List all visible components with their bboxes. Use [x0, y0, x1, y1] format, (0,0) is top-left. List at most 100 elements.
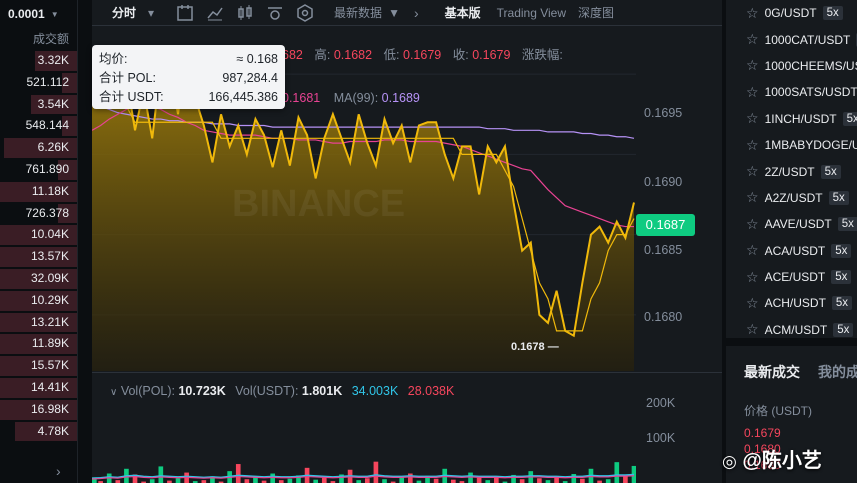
orderbook-row[interactable]: 15.57K — [0, 355, 77, 377]
orderbook-volume: 13.57K — [30, 249, 69, 264]
interval-selector[interactable]: 分时 — [112, 6, 137, 20]
star-icon[interactable]: ☆ — [746, 4, 759, 21]
orderbook-row[interactable]: 548.144 — [0, 115, 77, 137]
volume-bar — [623, 475, 628, 483]
volume-ma-line — [92, 473, 635, 480]
vol-pol-label: Vol(POL): — [120, 384, 175, 398]
pair-item[interactable]: ☆ AAVE/USDT 5x — [726, 211, 857, 237]
orderbook-row[interactable]: 3.32K — [0, 50, 77, 72]
star-icon[interactable]: ☆ — [746, 242, 759, 259]
latest-data-dropdown[interactable]: 最新数据 — [334, 6, 383, 20]
volume-bar — [468, 472, 473, 483]
vol-ma2-value: 28.038K — [407, 384, 455, 398]
price-tick: 0.1685 — [644, 243, 683, 257]
ma-pink-line — [92, 105, 634, 228]
close-value: 0.1679 — [472, 48, 511, 62]
volume-bar — [244, 479, 250, 483]
chevron-down-icon: ▼ — [50, 9, 59, 19]
volume-bar — [167, 480, 172, 483]
ma1-value: 0.1681 — [282, 91, 321, 105]
orderbook-row[interactable]: 6.26K — [0, 137, 77, 159]
volume-bar — [149, 479, 155, 483]
precision-selector[interactable]: 0.0001 ▼ — [0, 0, 77, 28]
star-icon[interactable]: ☆ — [746, 294, 759, 311]
volume-bar — [132, 474, 138, 483]
pair-item[interactable]: ☆ ACA/USDT 5x — [726, 238, 857, 264]
tab-latest-trades[interactable]: 最新成交 — [744, 364, 800, 380]
orderbook-row[interactable]: 726.378 — [0, 203, 77, 225]
depth-bar — [0, 181, 77, 202]
star-icon[interactable]: ☆ — [746, 163, 759, 180]
avg-label: 均价: — [99, 52, 128, 66]
date-range-icon[interactable] — [176, 4, 194, 22]
orderbook-row[interactable]: 521.112 — [0, 72, 77, 94]
chevron-right-icon[interactable]: › — [56, 463, 61, 479]
star-icon[interactable]: ☆ — [746, 189, 759, 206]
chart-divider — [92, 372, 722, 373]
price-chart[interactable]: BINANCE — [92, 26, 636, 371]
pair-item[interactable]: ☆ 0G/USDT 5x — [726, 0, 857, 26]
star-icon[interactable]: ☆ — [746, 83, 759, 100]
chevron-down-icon[interactable]: ▾ — [148, 5, 155, 20]
orderbook-row[interactable]: 3.54K — [0, 94, 77, 116]
orderbook-row[interactable]: 11.89K — [0, 333, 77, 355]
volume-bar — [218, 481, 224, 483]
orderbook-row[interactable]: 4.78K — [0, 421, 77, 443]
orderbook-row[interactable]: 13.57K — [0, 246, 77, 268]
pair-item[interactable]: ☆ 1000CHEEMS/USDT — [726, 53, 857, 79]
pair-item[interactable]: ☆ ACH/USDT 5x — [726, 290, 857, 316]
orderbook-row[interactable]: 32.09K — [0, 268, 77, 290]
line-chart-icon[interactable] — [206, 4, 224, 22]
depth-bar — [0, 247, 77, 267]
collapse-icon[interactable]: ∨ — [110, 387, 118, 398]
orderbook-volume: 548.144 — [25, 118, 69, 133]
orderbook-volume: 6.26K — [37, 140, 69, 155]
pair-item[interactable]: ☆ 1INCH/USDT 5x — [726, 106, 857, 132]
volume-bar — [373, 461, 379, 483]
star-icon[interactable]: ☆ — [746, 321, 759, 338]
star-icon[interactable]: ☆ — [746, 268, 759, 285]
volume-bar — [330, 481, 336, 483]
indicator-icon[interactable] — [266, 4, 284, 22]
tab-basic[interactable]: 基本版 — [444, 6, 481, 20]
pair-item[interactable]: ☆ A2Z/USDT 5x — [726, 185, 857, 211]
volume-bar — [494, 476, 499, 483]
pair-item[interactable]: ☆ ACE/USDT 5x — [726, 264, 857, 290]
candlestick-icon[interactable] — [236, 4, 254, 22]
tab-my-trades[interactable]: 我的成 — [818, 364, 857, 380]
pair-item[interactable]: ☆ 2Z/USDT 5x — [726, 158, 857, 184]
price-tick: 0.1690 — [644, 175, 683, 189]
orderbook-row[interactable]: 10.29K — [0, 290, 77, 312]
pair-item[interactable]: ☆ 1000SATS/USDT — [726, 79, 857, 105]
volume-bar — [545, 480, 551, 483]
last-price-badge: 0.1687 — [636, 214, 695, 236]
star-icon[interactable]: ☆ — [746, 136, 759, 153]
volume-chart[interactable] — [92, 374, 636, 483]
chevron-right-icon[interactable]: › — [413, 4, 419, 21]
orderbook-row[interactable]: 14.41K — [0, 377, 77, 399]
pair-item[interactable]: ☆ 1MBABYDOGE/U — [726, 132, 857, 158]
pair-name: ACE/USDT — [764, 270, 826, 285]
volume-bar — [537, 478, 542, 483]
tab-depth[interactable]: 深度图 — [578, 6, 615, 20]
depth-bar — [30, 94, 77, 115]
orderbook-row[interactable]: 11.18K — [0, 181, 77, 203]
star-icon[interactable]: ☆ — [746, 110, 759, 127]
trade-price: 0.1680 — [744, 458, 781, 472]
orderbook-row[interactable]: 13.21K — [0, 312, 77, 334]
pair-name: 1000CAT/USDT — [764, 32, 851, 47]
star-icon[interactable]: ☆ — [746, 215, 759, 232]
pair-item[interactable]: ☆ ACM/USDT 5x — [726, 317, 857, 338]
tab-tradingview[interactable]: Trading View — [496, 5, 567, 20]
orderbook-row[interactable]: 10.04K — [0, 224, 77, 246]
star-icon[interactable]: ☆ — [746, 57, 759, 74]
depth-bar — [61, 116, 77, 137]
orderbook-row[interactable]: 16.98K — [0, 399, 77, 421]
orderbook-row[interactable]: 761.890 — [0, 159, 77, 181]
settings-icon[interactable] — [296, 3, 314, 22]
volume-bar — [433, 478, 439, 483]
pair-name: 1000SATS/USDT — [764, 85, 857, 100]
star-icon[interactable]: ☆ — [746, 31, 759, 48]
trade-price: 0.1680 — [744, 442, 781, 456]
